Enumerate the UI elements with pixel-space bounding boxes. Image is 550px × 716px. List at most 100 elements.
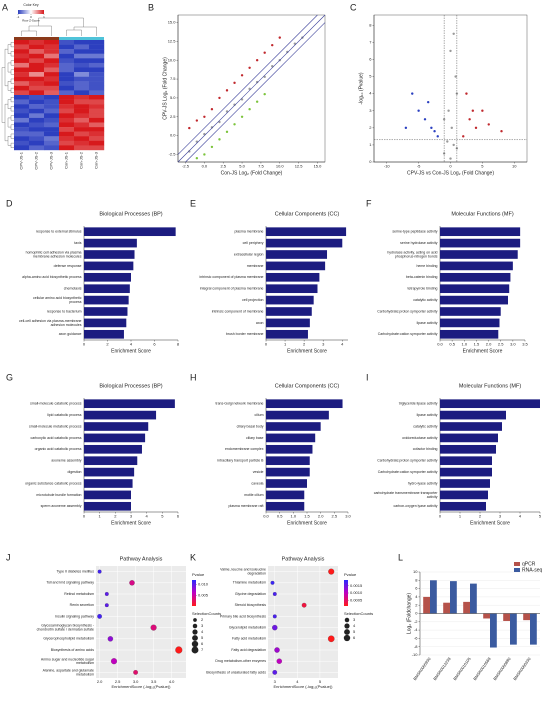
bubble xyxy=(129,580,135,586)
heatmap-cell xyxy=(29,67,45,73)
point xyxy=(426,100,430,104)
point xyxy=(449,157,452,160)
diagonal-line xyxy=(177,14,318,155)
heatmap-cell xyxy=(44,140,60,146)
x-axis-label: CPV-JS vs Con-JS Log₂ (Fold Change) xyxy=(407,170,494,176)
category-label: ciliary basal body xyxy=(237,424,264,428)
x-tick-label: 2.0 xyxy=(318,514,324,519)
size-legend-label: 5 xyxy=(353,629,356,634)
point xyxy=(447,109,450,112)
heatmap-cell xyxy=(14,145,30,151)
point xyxy=(218,138,221,141)
category-label: hydro-lyase activity xyxy=(408,481,438,485)
y-tick-label: 4 xyxy=(369,91,372,96)
category-label: cell periphery xyxy=(243,241,264,245)
size-legend-mark xyxy=(191,640,199,648)
x-tick-label: BMSK0000330 xyxy=(512,656,532,682)
heatmap-cell xyxy=(14,140,30,146)
x-tick-label: 12.5 xyxy=(295,164,304,169)
color-legend-bar xyxy=(344,580,348,606)
y-tick-label: 7 xyxy=(369,39,372,44)
x-tick-label: BMSK0012238 xyxy=(432,656,452,682)
heatmap-cell xyxy=(89,85,105,91)
heatmap-cell xyxy=(29,81,45,87)
point xyxy=(474,126,478,130)
category-label: lipase activity xyxy=(417,413,438,417)
size-legend-mark xyxy=(343,634,351,642)
category-label: Valine, leucine and isoleucine degradatio… xyxy=(220,568,266,576)
bar xyxy=(266,501,305,511)
x-tick-label: 0 xyxy=(449,164,452,169)
bar xyxy=(440,272,511,282)
point xyxy=(225,89,229,92)
category-label: carbohydrate transmembrane transporter ac… xyxy=(374,491,439,499)
heatmap-cell xyxy=(89,95,105,100)
x-axis-label: EnrichmentScore (-log₁₀(Pvalue)) xyxy=(111,684,171,689)
bar xyxy=(440,456,492,466)
heatmap-cell xyxy=(59,85,75,91)
bar xyxy=(440,307,501,316)
y-tick-label: 6 xyxy=(415,586,418,591)
bar xyxy=(84,329,124,339)
category-label: carbon-oxygen lyase activity xyxy=(394,504,438,508)
point xyxy=(195,119,199,122)
colorkey-label: Row Z-Score xyxy=(22,18,40,22)
heatmap-cell xyxy=(29,76,45,82)
category-label: integral component of plasma membrane xyxy=(200,287,264,291)
panel-letter: K xyxy=(190,552,196,562)
size-legend-mark xyxy=(192,629,198,635)
category-label: Renin secretion xyxy=(70,603,94,607)
column-label: Con-JS-3 xyxy=(94,151,99,169)
heatmap-cell xyxy=(44,81,60,87)
category-label: endomembrane complex xyxy=(225,447,264,451)
label-line: cellular amino acid biosynthetic xyxy=(33,296,82,300)
category-label: intraciliary transport particle B xyxy=(217,459,264,463)
heatmap-cell xyxy=(29,127,45,132)
bar xyxy=(84,490,131,500)
x-tick-label: 3.5 xyxy=(522,342,528,347)
x-tick-label: 3 xyxy=(274,679,277,684)
bubble xyxy=(104,603,109,608)
x-tick-label: 2.0 xyxy=(486,342,492,347)
heatmap-cell xyxy=(89,81,105,87)
x-tick-label: 2.5 xyxy=(498,342,504,347)
bar xyxy=(266,295,314,305)
size-legend-label: 5 xyxy=(201,635,204,640)
heatmap-cell xyxy=(74,72,90,77)
y-tick-label: 10.0 xyxy=(168,57,177,62)
x-axis-label: Enrichment Score xyxy=(111,520,151,526)
bubble xyxy=(328,568,335,575)
bar xyxy=(523,613,530,621)
heatmap-cell xyxy=(59,131,75,137)
column-color xyxy=(74,37,89,40)
label-line: Alanine, aspartate and glutamate xyxy=(43,668,94,672)
chart-title: Pathway Analysis xyxy=(120,556,163,562)
label-line: phosphorus-nitrogen bonds xyxy=(395,254,438,258)
label-line: homophilic cell adhesion via plasma xyxy=(26,251,82,255)
heatmap-cell xyxy=(74,85,90,91)
heatmap-cell xyxy=(29,85,45,91)
category-label: Steroid biosynthesis xyxy=(235,603,267,607)
category-label: Retinol metabolism xyxy=(64,592,94,596)
heatmap-cell xyxy=(44,131,60,137)
point xyxy=(248,66,251,69)
category-label: plasma membrane raft xyxy=(228,504,263,508)
bar xyxy=(84,284,130,294)
chart-title: Pathway Analysis xyxy=(282,556,325,562)
chart-title: Biological Processes (BP) xyxy=(99,383,162,389)
heatmap-cell xyxy=(14,40,30,45)
category-label: cellular amino acid biosynthetic process xyxy=(33,296,82,304)
category-label: Fatty acid degradation xyxy=(231,648,266,652)
heatmap-cell xyxy=(74,81,90,87)
heatmap-cell xyxy=(59,99,75,105)
heatmap-cell xyxy=(29,131,45,137)
label-line: metabolism xyxy=(76,672,94,676)
point xyxy=(233,81,236,85)
heatmap-cell xyxy=(14,67,30,73)
y-tick-label: 15.0 xyxy=(168,20,177,25)
heatmap-cell xyxy=(44,145,60,151)
heatmap-cell xyxy=(29,136,45,142)
point xyxy=(255,80,259,84)
heatmap-cell xyxy=(89,99,105,105)
